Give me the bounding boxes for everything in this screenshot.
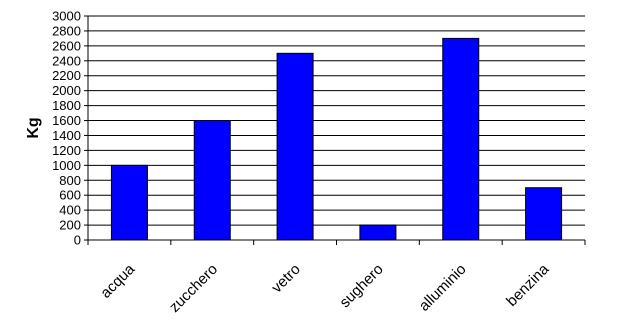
y-tick-label: 2600 [52, 38, 81, 53]
x-tick-labels: acqua zucchero vetro sughero alluminio benzin… [97, 260, 553, 316]
y-tick-label: 2000 [52, 83, 81, 98]
y-axis-label: Kg [25, 117, 42, 138]
y-tick-label: 0 [74, 233, 81, 248]
bar-alluminio [442, 37, 480, 241]
bars [110, 37, 563, 241]
bar-zucchero [193, 120, 231, 241]
y-tick-label: 2200 [52, 68, 81, 83]
x-tick-label: zucchero [166, 261, 221, 316]
y-tick-label: 1000 [52, 158, 81, 173]
y-tick-label: 1800 [52, 98, 81, 113]
y-tick-label: 3000 [52, 9, 81, 24]
x-tick-label: alluminio [416, 261, 470, 315]
y-tick-label: 800 [59, 173, 81, 188]
y-tick-label: 200 [59, 218, 81, 233]
x-tick-label: benzina [503, 260, 553, 310]
y-tick-label: 400 [59, 203, 81, 218]
y-tick-label: 2800 [52, 23, 81, 38]
bar-sughero [359, 224, 397, 241]
x-tick-label: sughero [336, 261, 386, 311]
x-tick-label: vetro [268, 261, 304, 297]
y-tick-label: 600 [59, 188, 81, 203]
bar-acqua [110, 164, 148, 241]
y-tick-label: 1200 [52, 143, 81, 158]
bar-vetro [276, 52, 314, 241]
y-tick-label: 1600 [52, 113, 81, 128]
axes [87, 16, 586, 245]
y-tick-label: 1400 [52, 128, 81, 143]
x-tick-label: acqua [97, 260, 138, 301]
bar-benzina [525, 187, 563, 241]
y-tick-label: 2400 [52, 53, 81, 68]
grid-lines [88, 15, 585, 241]
y-tick-labels: 0200400600800100012001400160018002000220… [52, 9, 88, 248]
